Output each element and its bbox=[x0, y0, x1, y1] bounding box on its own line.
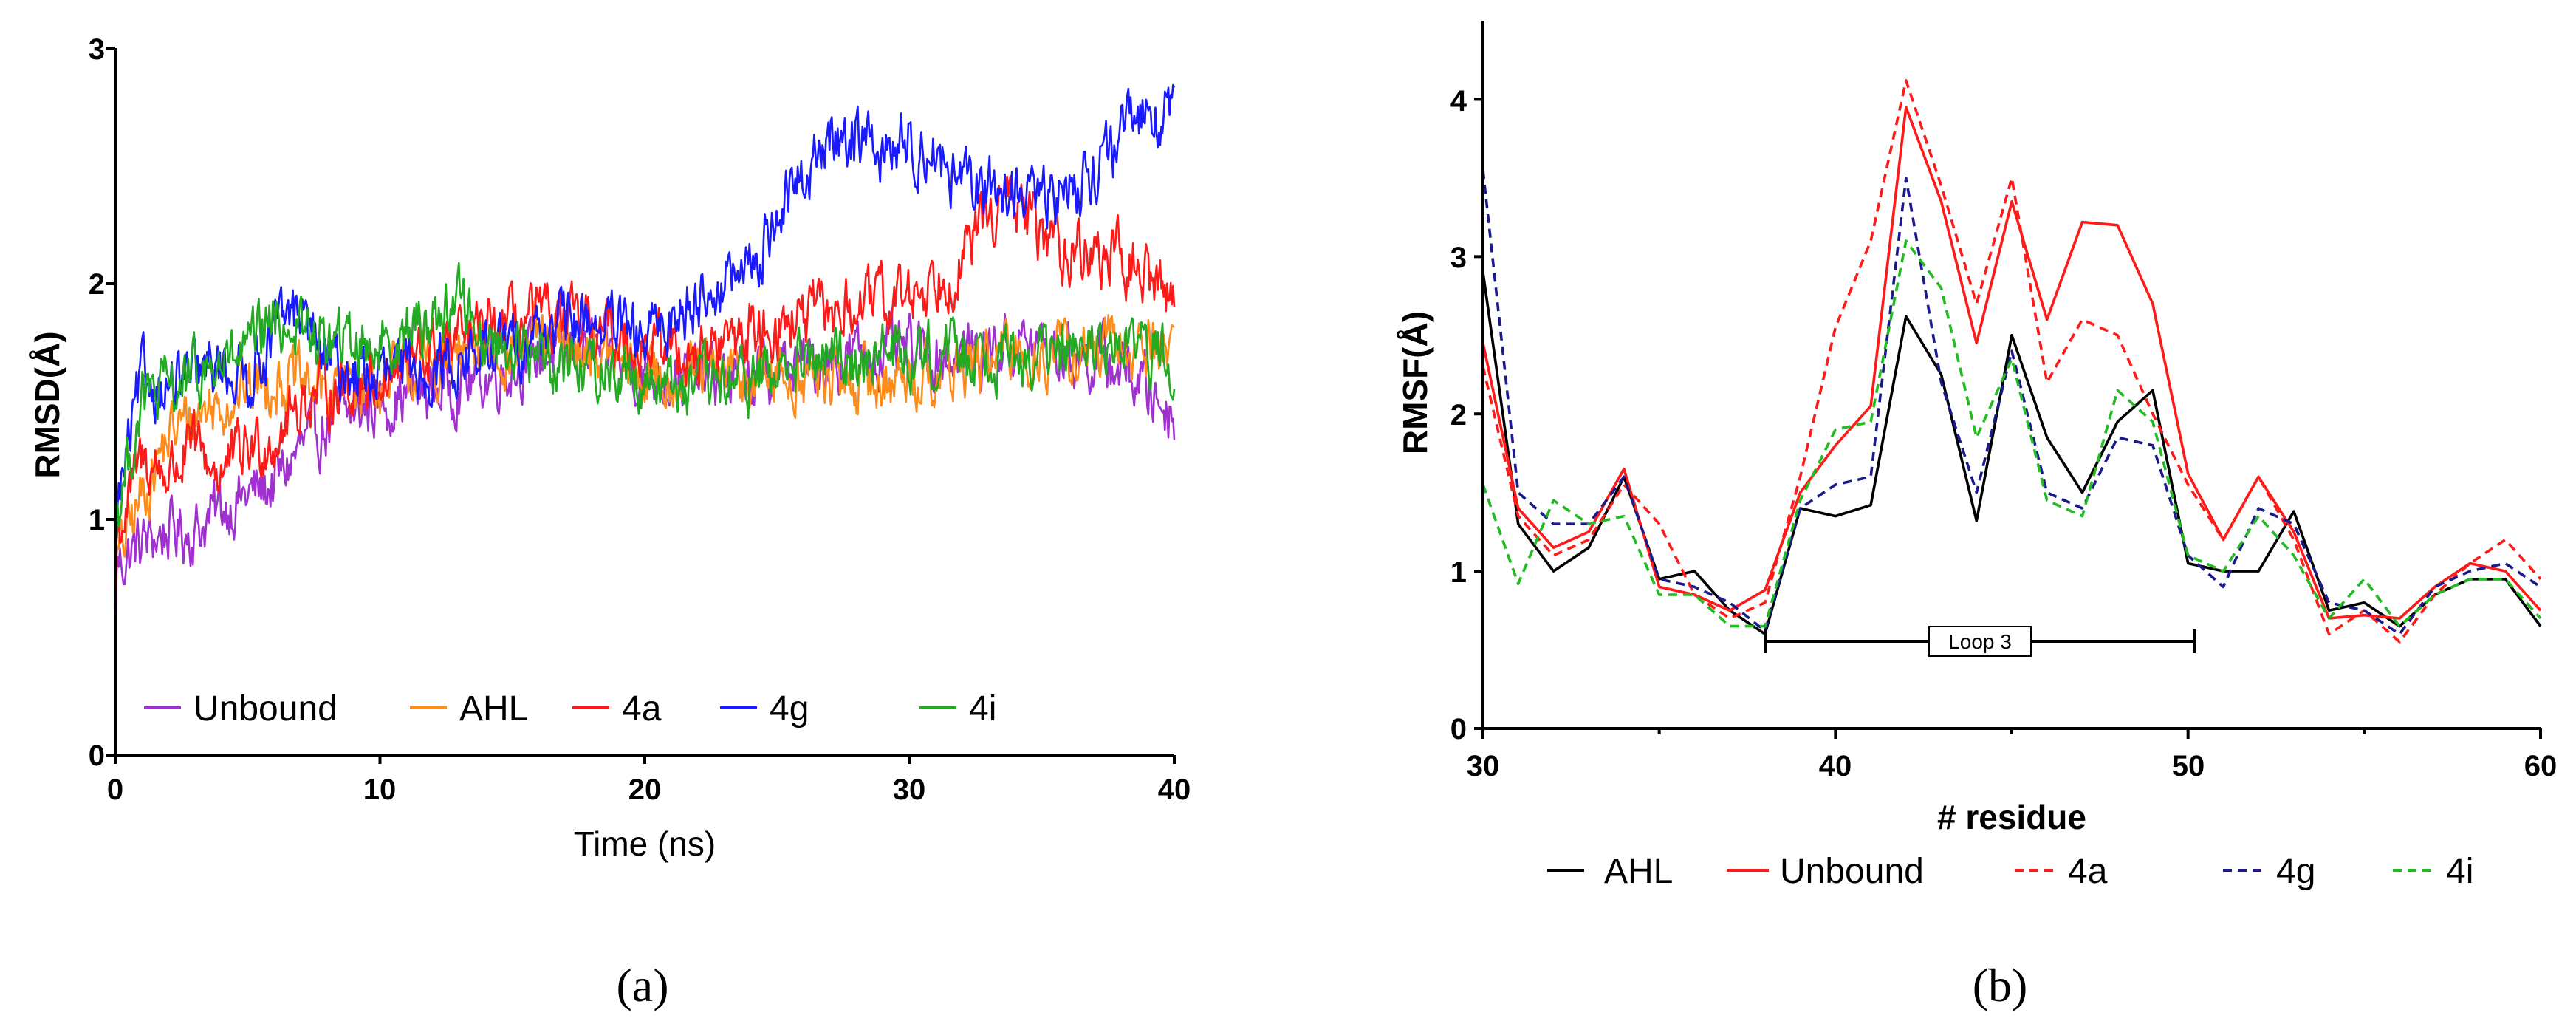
a-xtick-label: 30 bbox=[893, 774, 926, 806]
a-xtick-label: 10 bbox=[363, 774, 397, 806]
a-x-axis-label: Time (ns) bbox=[574, 825, 716, 863]
series-line-ahl bbox=[1481, 272, 2542, 636]
a-xtick-label: 0 bbox=[107, 774, 123, 806]
legend-label-ahl: AHL bbox=[1604, 852, 1673, 891]
panel-a-series-layer bbox=[114, 83, 1176, 649]
panel-b-legend: AHL Unbound 4a 4g 4i bbox=[1547, 852, 2473, 891]
a-y-axis-label: RMSD(Å) bbox=[28, 331, 66, 478]
b-ytick-label: 1 bbox=[1450, 556, 1467, 589]
a-ytick-label: 3 bbox=[89, 33, 105, 66]
a-xtick-label: 20 bbox=[628, 774, 662, 806]
b-ytick-label: 3 bbox=[1450, 242, 1467, 274]
legend-label-4a: 4a bbox=[2068, 852, 2108, 891]
series-line-4i bbox=[1481, 239, 2542, 628]
series-line-4i bbox=[114, 262, 1176, 602]
b-xtick-label: 60 bbox=[2524, 750, 2558, 782]
panel-a-caption: (a) bbox=[616, 959, 668, 1011]
b-xtick-label: 40 bbox=[1819, 750, 1852, 782]
legend-label-unbound: Unbound bbox=[1780, 852, 1924, 891]
panel-a: 0 1 2 3 0 10 20 30 40 Time (ns) RMSD(Å) … bbox=[28, 33, 1191, 1011]
panel-b: 0 1 2 3 4 30 40 50 60 # residue RMSF(Å) … bbox=[1396, 21, 2557, 1011]
panel-b-ticks bbox=[1474, 98, 2542, 739]
a-ytick-label: 2 bbox=[89, 268, 105, 301]
legend-label-4g: 4g bbox=[2276, 852, 2315, 891]
legend-label-4i: 4i bbox=[2446, 852, 2473, 891]
b-y-axis-label: RMSF(Å) bbox=[1396, 311, 1434, 454]
series-line-unbound bbox=[1481, 106, 2542, 620]
b-xtick-label: 30 bbox=[1467, 750, 1500, 782]
a-xtick-label: 40 bbox=[1158, 774, 1191, 806]
panel-b-caption: (b) bbox=[1973, 959, 2028, 1011]
b-xtick-label: 50 bbox=[2172, 750, 2205, 782]
panel-b-series-layer bbox=[1481, 79, 2542, 644]
loop-3-annotation: Loop 3 bbox=[1764, 626, 2196, 657]
b-ytick-label: 2 bbox=[1450, 399, 1467, 431]
legend-label-4g: 4g bbox=[770, 689, 809, 728]
b-ytick-label: 4 bbox=[1450, 85, 1467, 117]
legend-label-unbound: Unbound bbox=[193, 689, 338, 728]
loop-3-label: Loop 3 bbox=[1948, 630, 2012, 653]
b-x-axis-label: # residue bbox=[1937, 798, 2086, 836]
legend-label-ahl: AHL bbox=[459, 689, 528, 728]
panel-a-ticks bbox=[106, 47, 1176, 764]
series-line-4a bbox=[114, 174, 1176, 626]
legend-label-4i: 4i bbox=[969, 689, 996, 728]
panel-a-legend: Unbound AHL 4a 4g 4i bbox=[144, 689, 996, 728]
series-line-4g bbox=[114, 83, 1176, 614]
a-ytick-label: 0 bbox=[89, 740, 105, 772]
loop-3-label-box bbox=[1928, 626, 2032, 657]
legend-label-4a: 4a bbox=[622, 689, 662, 728]
b-ytick-label: 0 bbox=[1450, 713, 1467, 745]
a-ytick-label: 1 bbox=[89, 504, 105, 536]
series-line-4g bbox=[1481, 170, 2542, 636]
